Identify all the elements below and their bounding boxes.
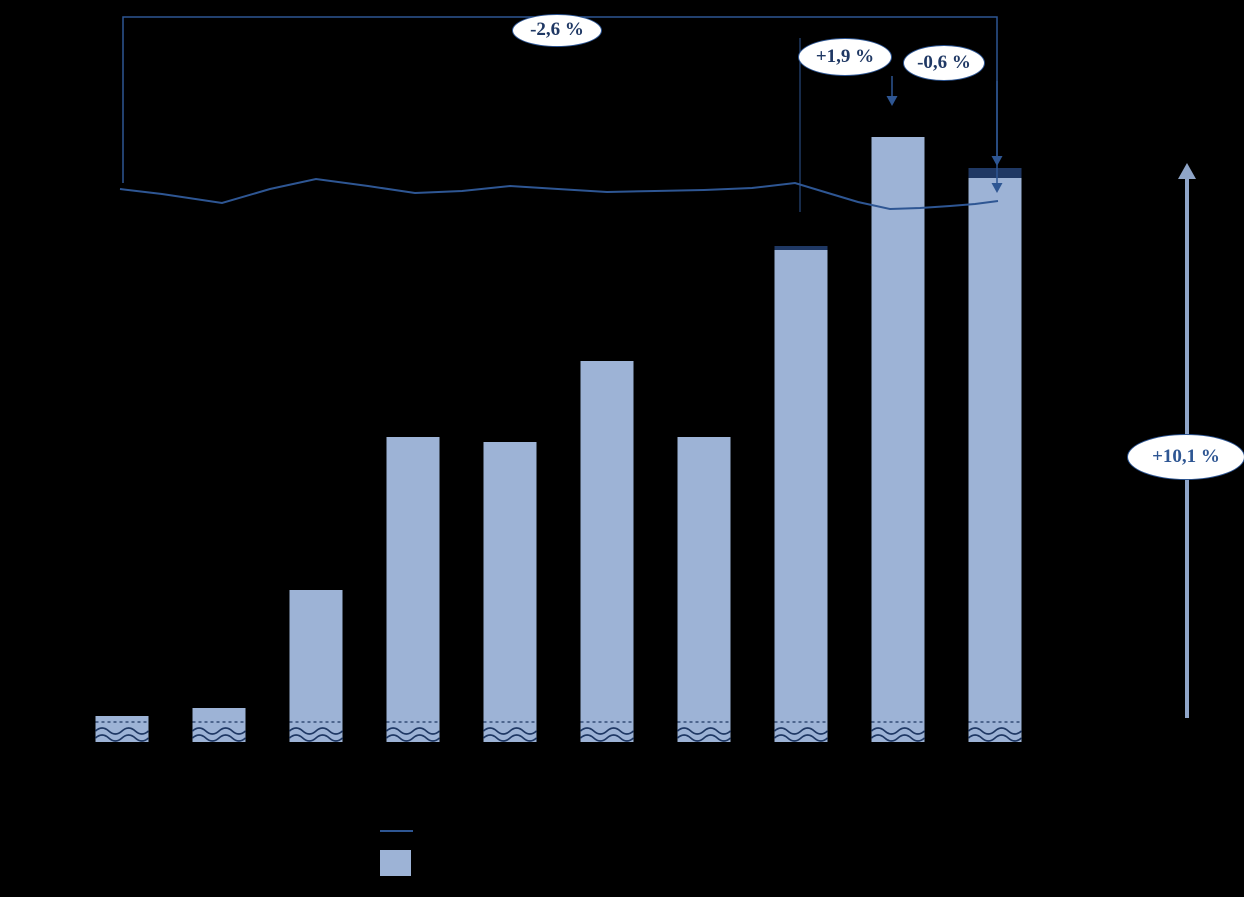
callout-change-plus: +1,9 % <box>798 38 892 76</box>
callout-change-plus-label: +1,9 % <box>815 46 875 67</box>
legend-item-line <box>380 824 423 838</box>
callout-total-growth: +10,1 % <box>1127 434 1244 480</box>
callout-line-change: -2,6 % <box>512 13 602 47</box>
chart-legend <box>380 824 423 876</box>
callout-total-growth-label: +10,1 % <box>1152 446 1220 467</box>
legend-line-swatch <box>380 830 413 832</box>
legend-item-bar <box>380 850 423 876</box>
callout-change-minus-label: -0,6 % <box>917 52 971 73</box>
legend-bar-swatch <box>380 850 411 876</box>
callout-line-change-label: -2,6 % <box>530 19 584 40</box>
callout-change-minus: -0,6 % <box>903 45 985 81</box>
